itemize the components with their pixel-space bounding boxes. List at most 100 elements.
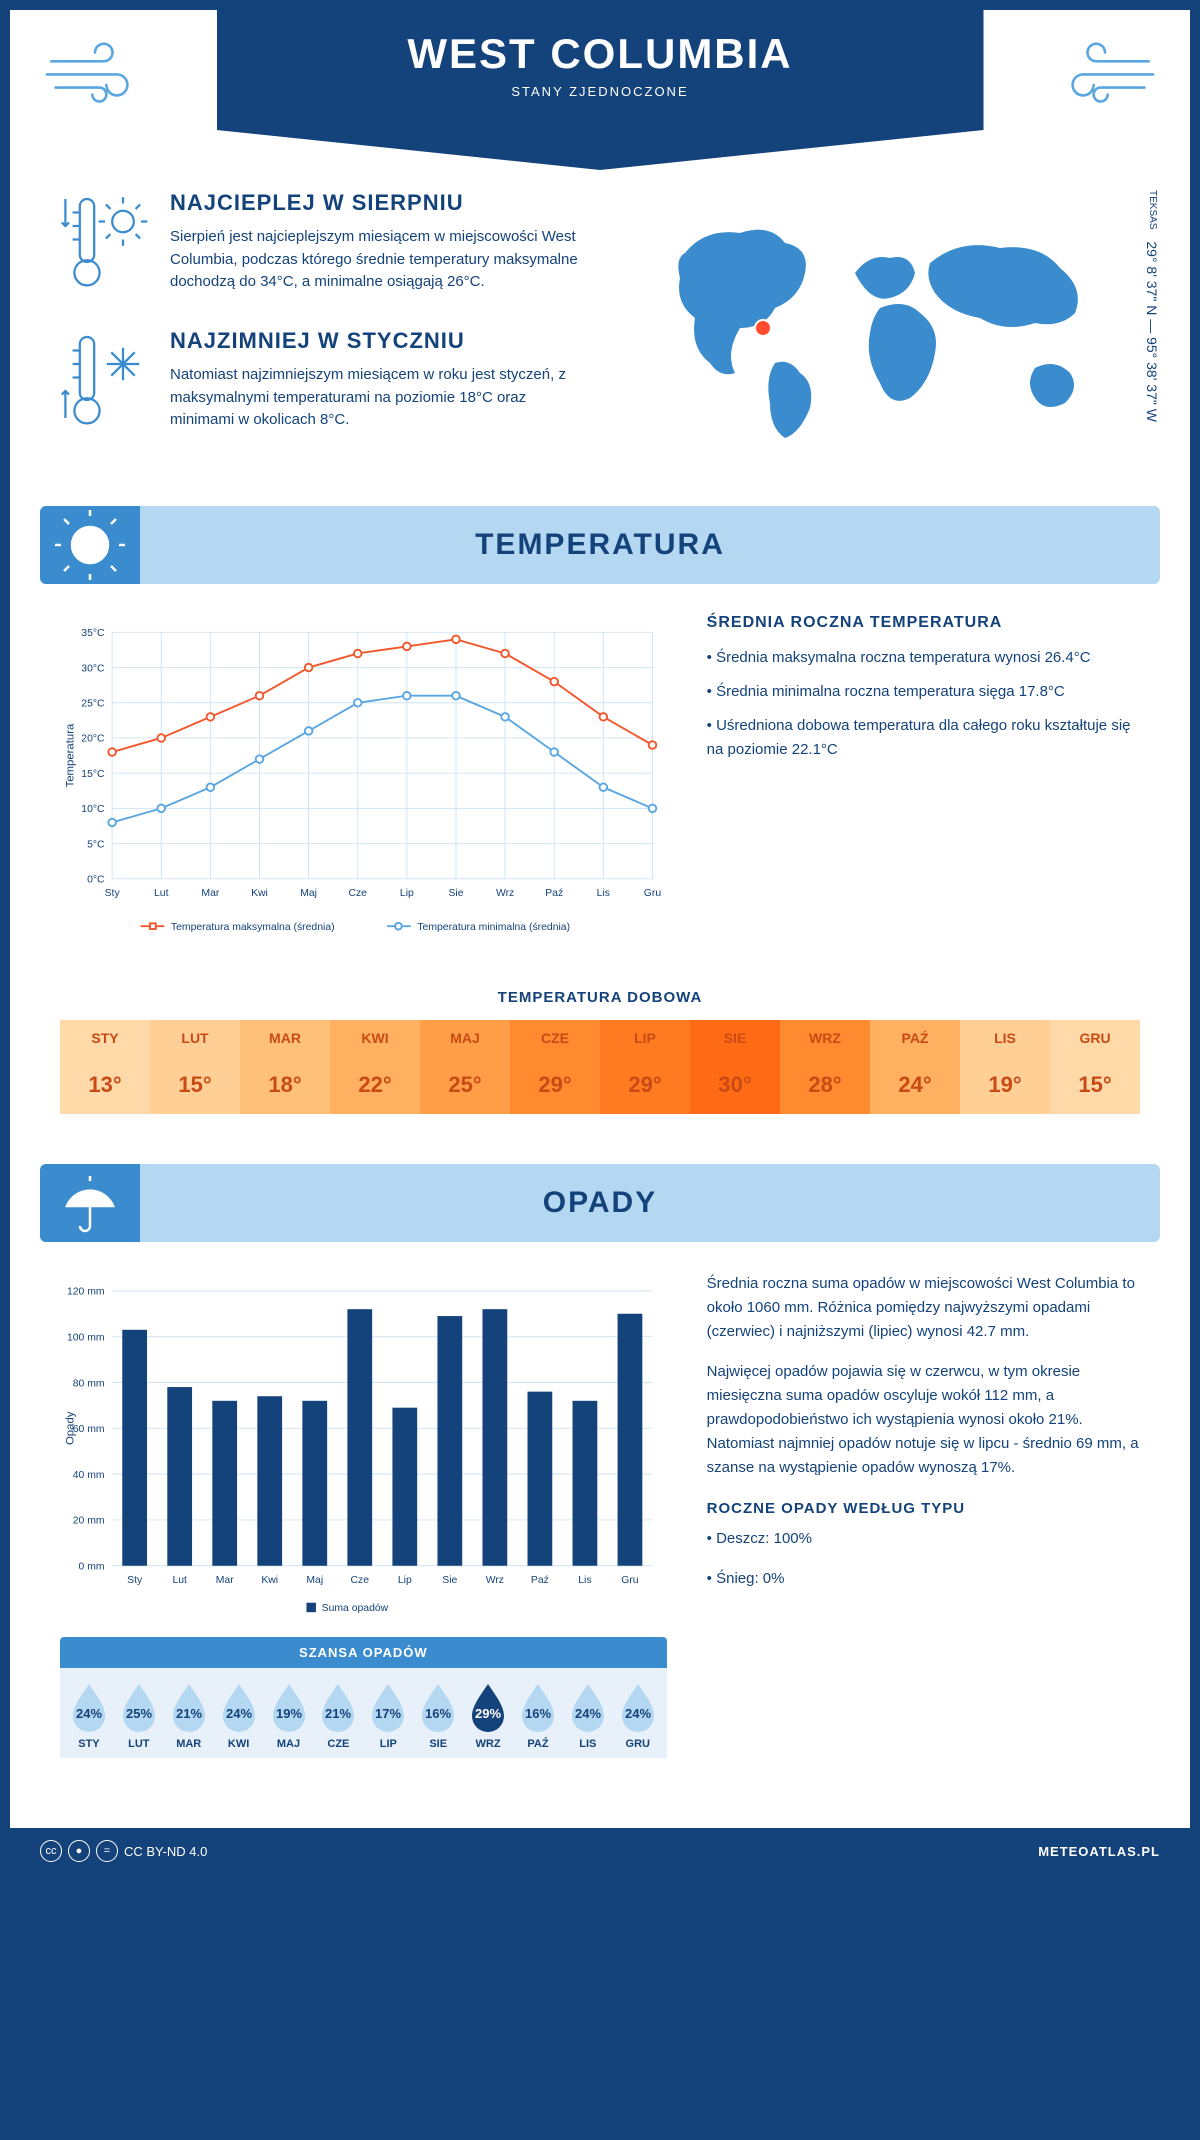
daily-cell: LUT15° — [150, 1020, 240, 1114]
fact-hot-title: NAJCIEPLEJ W SIERPNIU — [170, 190, 580, 216]
daily-value: 30° — [690, 1056, 780, 1114]
world-map-icon — [655, 213, 1105, 443]
svg-text:Cze: Cze — [351, 1575, 370, 1586]
daily-month: LUT — [150, 1020, 240, 1056]
intro-row: NAJCIEPLEJ W SIERPNIU Sierpień jest najc… — [10, 170, 1190, 506]
svg-text:Temperatura minimalna (średnia: Temperatura minimalna (średnia) — [417, 922, 570, 933]
daily-value: 15° — [1050, 1056, 1140, 1114]
svg-text:19%: 19% — [275, 1706, 301, 1721]
coords-text: 29° 8' 37" N — 95° 38' 37" W — [1144, 241, 1160, 422]
wind-icon — [40, 35, 150, 105]
daily-month: STY — [60, 1020, 150, 1056]
svg-text:10°C: 10°C — [81, 804, 105, 815]
wind-icon — [1050, 35, 1160, 105]
svg-text:5°C: 5°C — [87, 839, 105, 850]
svg-text:15°C: 15°C — [81, 769, 105, 780]
chance-title: SZANSA OPADÓW — [60, 1637, 667, 1668]
license: cc ● = CC BY-ND 4.0 — [40, 1840, 207, 1862]
header: WEST COLUMBIA STANY ZJEDNOCZONE — [10, 10, 1190, 170]
svg-text:20°C: 20°C — [81, 734, 105, 745]
section-bar-precipitation: OPADY — [40, 1164, 1160, 1242]
daily-cell: PAŹ24° — [870, 1020, 960, 1114]
svg-text:Maj: Maj — [300, 888, 317, 899]
daily-cell: MAJ25° — [420, 1020, 510, 1114]
sun-icon — [40, 506, 140, 584]
daily-cell: LIP29° — [600, 1020, 690, 1114]
svg-text:0°C: 0°C — [87, 875, 105, 886]
daily-month: PAŹ — [870, 1020, 960, 1056]
chance-drop: 24%KWI — [214, 1680, 264, 1750]
daily-value: 15° — [150, 1056, 240, 1114]
location-marker-icon — [755, 320, 771, 336]
svg-text:120 mm: 120 mm — [67, 1287, 105, 1298]
fact-hot: NAJCIEPLEJ W SIERPNIU Sierpień jest najc… — [60, 190, 580, 298]
daily-value: 19° — [960, 1056, 1050, 1114]
chance-drop: 21%CZE — [313, 1680, 363, 1750]
brand: METEOATLAS.PL — [1038, 1844, 1160, 1859]
svg-text:Wrz: Wrz — [496, 888, 514, 899]
fact-cold-title: NAJZIMNIEJ W STYCZNIU — [170, 328, 580, 354]
svg-text:24%: 24% — [575, 1706, 601, 1721]
precipitation-chance-box: SZANSA OPADÓW 24%STY25%LUT21%MAR24%KWI19… — [60, 1637, 667, 1758]
fact-hot-body: NAJCIEPLEJ W SIERPNIU Sierpień jest najc… — [170, 190, 580, 298]
daily-value: 28° — [780, 1056, 870, 1114]
svg-text:Mar: Mar — [201, 888, 219, 899]
daily-cell: LIS19° — [960, 1020, 1050, 1114]
fact-cold-body: NAJZIMNIEJ W STYCZNIU Natomiast najzimni… — [170, 328, 580, 436]
svg-text:Lis: Lis — [578, 1575, 591, 1586]
precip-text: Średnia roczna suma opadów w miejscowośc… — [707, 1272, 1140, 1344]
daily-cell: MAR18° — [240, 1020, 330, 1114]
svg-text:Opady: Opady — [64, 1411, 76, 1445]
by-icon: ● — [68, 1840, 90, 1862]
daily-cell: CZE29° — [510, 1020, 600, 1114]
title-banner: WEST COLUMBIA STANY ZJEDNOCZONE — [217, 10, 984, 170]
chance-drop: 24%LIS — [563, 1680, 613, 1750]
svg-text:Suma opadów: Suma opadów — [322, 1603, 389, 1614]
region-label: TEKSAS — [1147, 190, 1158, 229]
chance-drop: 21%MAR — [164, 1680, 214, 1750]
daily-value: 13° — [60, 1056, 150, 1114]
daily-cell: SIE30° — [690, 1020, 780, 1114]
precipitation-left: 0 mm20 mm40 mm60 mm80 mm100 mm120 mmOpad… — [60, 1272, 667, 1788]
temperature-summary: ŚREDNIA ROCZNA TEMPERATURA • Średnia mak… — [707, 614, 1140, 959]
temp-bullet: • Średnia maksymalna roczna temperatura … — [707, 646, 1140, 670]
country-subtitle: STANY ZJEDNOCZONE — [217, 84, 984, 99]
daily-month: MAR — [240, 1020, 330, 1056]
precipitation-summary: Średnia roczna suma opadów w miejscowośc… — [707, 1272, 1140, 1788]
fact-cold-text: Natomiast najzimniejszym miesiącem w rok… — [170, 364, 580, 432]
svg-text:Temperatura maksymalna (średni: Temperatura maksymalna (średnia) — [171, 922, 335, 933]
svg-text:Paź: Paź — [545, 888, 563, 899]
svg-text:35°C: 35°C — [81, 628, 105, 639]
svg-text:Lip: Lip — [398, 1575, 412, 1586]
svg-text:Sty: Sty — [105, 888, 121, 899]
page: WEST COLUMBIA STANY ZJEDNOCZONE — [10, 10, 1190, 1874]
thermometer-hot-icon — [60, 190, 150, 298]
city-title: WEST COLUMBIA — [217, 30, 984, 78]
chance-drop: 25%LUT — [114, 1680, 164, 1750]
svg-text:0 mm: 0 mm — [79, 1562, 105, 1573]
svg-text:100 mm: 100 mm — [67, 1332, 105, 1343]
svg-text:16%: 16% — [525, 1706, 551, 1721]
svg-text:Cze: Cze — [348, 888, 367, 899]
daily-month: MAJ — [420, 1020, 510, 1056]
svg-text:25%: 25% — [126, 1706, 152, 1721]
section-title-temperature: TEMPERATURA — [40, 528, 1160, 562]
svg-text:Mar: Mar — [216, 1575, 234, 1586]
svg-text:17%: 17% — [375, 1706, 401, 1721]
thermometer-cold-icon — [60, 328, 150, 436]
svg-text:Maj: Maj — [306, 1575, 323, 1586]
svg-text:80 mm: 80 mm — [73, 1378, 105, 1389]
fact-cold: NAJZIMNIEJ W STYCZNIU Natomiast najzimni… — [60, 328, 580, 436]
svg-text:40 mm: 40 mm — [73, 1470, 105, 1481]
svg-text:21%: 21% — [325, 1706, 351, 1721]
svg-text:30°C: 30°C — [81, 663, 105, 674]
svg-text:Paź: Paź — [531, 1575, 549, 1586]
chance-drop: 16%SIE — [413, 1680, 463, 1750]
chance-drop: 24%GRU — [613, 1680, 663, 1750]
svg-text:Wrz: Wrz — [486, 1575, 504, 1586]
svg-text:29%: 29% — [475, 1706, 501, 1721]
chance-drops: 24%STY25%LUT21%MAR24%KWI19%MAJ21%CZE17%L… — [60, 1668, 667, 1758]
precipitation-bar-chart: 0 mm20 mm40 mm60 mm80 mm100 mm120 mmOpad… — [60, 1272, 667, 1632]
svg-text:Lut: Lut — [154, 888, 169, 899]
daily-month: WRZ — [780, 1020, 870, 1056]
